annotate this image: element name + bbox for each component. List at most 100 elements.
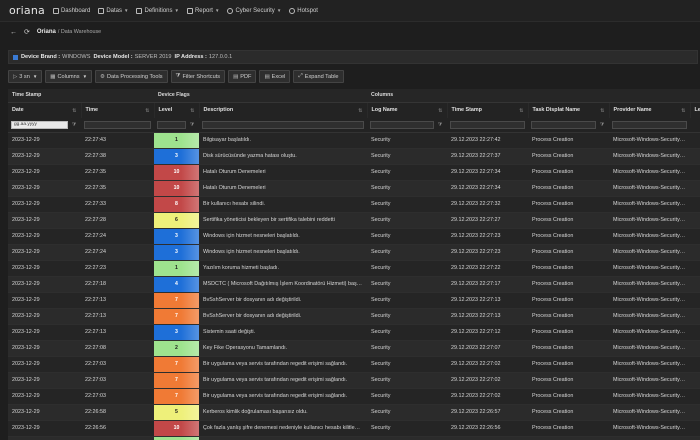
next-cell	[690, 340, 700, 357]
columns-button[interactable]: ▦ Columns ▼	[45, 70, 93, 83]
sort-icon[interactable]: ⇅	[358, 107, 363, 114]
description-cell: MSDCTC ( Microsoft Dağıtılmış İşlem Koor…	[199, 276, 367, 293]
table-row[interactable]: 2023-12-29 22:27:13 3 Sistemin saati değişt…	[8, 324, 700, 341]
table-row[interactable]: 2023-12-29 22:27:24 3 Windows için hizmet n…	[8, 244, 700, 261]
filter-icon[interactable]: ⧩	[599, 121, 605, 128]
level-filter-input[interactable]	[157, 120, 186, 129]
level-badge: 7	[154, 388, 199, 403]
processing-icon: ⚙	[100, 73, 105, 80]
date-cell: 2023-12-29	[8, 308, 81, 325]
sort-icon[interactable]: ⇅	[438, 107, 443, 114]
description-filter-input[interactable]	[202, 120, 364, 129]
table-row[interactable]: 2023-12-29 22:27:35 10 Hatalı Oturum Deneme…	[8, 164, 700, 181]
nav-item-report[interactable]: Report ▼	[186, 7, 219, 14]
table-row[interactable]: 2023-12-29 22:27:38 3 Disk sürücüsünde yazm…	[8, 148, 700, 165]
task-filter-input[interactable]	[531, 120, 596, 129]
table-row[interactable]: 2023-12-29 22:27:03 7 Bir uygulama veya ser…	[8, 356, 700, 373]
sort-icon[interactable]: ⇅	[72, 107, 77, 114]
date-cell: 2023-12-29	[8, 340, 81, 357]
task-cell: Process Creation	[528, 372, 609, 389]
header-provider-name[interactable]: Provider Name ⇅	[609, 102, 691, 118]
table-row[interactable]: 2023-12-29 22:27:23 1 Yazılım koruma hizmet…	[8, 260, 700, 277]
table-body: 2023-12-29 22:27:43 1 Bilgisayar başlatıldı…	[8, 132, 700, 440]
table-row[interactable]: 2023-12-29 22:26:58 5 Kerberos kimlik doğru…	[8, 404, 700, 421]
table-toolbar: ▷ 3 sn ▼ ▦ Columns ▼ ⚙ Data Processing T…	[8, 70, 347, 83]
table-row[interactable]: 2023-12-29 22:27:18 4 MSDCTC ( Microsoft Da…	[8, 276, 700, 293]
next-cell	[690, 404, 700, 421]
header-log-name[interactable]: Log Name ⇅	[367, 102, 448, 118]
sort-icon[interactable]: ⇅	[600, 107, 605, 114]
table-row[interactable]: 2023-12-29 22:27:13 7 BvSshServer bir dosya…	[8, 308, 700, 325]
sort-icon[interactable]: ⇅	[190, 107, 195, 114]
brand-logo[interactable]: oriana	[9, 4, 45, 17]
header-next-column[interactable]: Le	[690, 102, 700, 118]
table-row[interactable]: 2023-12-29 22:27:43 1 Bilgisayar başlatıldı…	[8, 132, 700, 149]
table-row[interactable]: 2023-12-29 22:27:24 3 Windows için hizmet n…	[8, 228, 700, 245]
device-icon	[13, 54, 18, 60]
header-date[interactable]: Date ⇅	[8, 102, 82, 118]
level-cell: 10	[154, 420, 199, 437]
table-row[interactable]: 2023-12-29 22:27:28 6 Sertifika yöneticisi …	[8, 212, 700, 229]
pdf-button[interactable]: ▤ PDF	[228, 70, 257, 83]
next-cell	[690, 196, 700, 213]
table-row[interactable]: 2023-12-29 22:27:33 8 Bir kullanıcı hesabı …	[8, 196, 700, 213]
level-badge: 1	[154, 436, 199, 440]
nav-item-datas[interactable]: Datas ▼	[98, 7, 128, 14]
date-filter-input[interactable]: gg.aa.yyyy	[11, 120, 68, 129]
expand-table-button[interactable]: ⤢ Expand Table	[293, 70, 344, 83]
table-row[interactable]: 2023-12-29 22:27:13 7 BvSshServer bir dosya…	[8, 292, 700, 309]
back-button[interactable]: ←	[10, 28, 17, 36]
nav-item-hotspot[interactable]: Hotspot	[289, 7, 318, 14]
nav-item-dashboard[interactable]: Dashboard	[52, 7, 90, 14]
refresh-interval-dropdown[interactable]: ▷ 3 sn ▼	[8, 70, 43, 83]
description-cell: Bir uygulama veya servis tarafından rege…	[199, 388, 367, 405]
table-row[interactable]: 2023-12-29 22:27:35 10 Hatalı Oturum Deneme…	[8, 180, 700, 197]
task-cell: Process Creation	[528, 404, 609, 421]
breadcrumb-title[interactable]: Oriana	[36, 29, 56, 35]
sort-icon[interactable]: ⇅	[519, 107, 524, 114]
header-task-display-name[interactable]: Task Displat Name ⇅	[528, 102, 610, 118]
log-cell: Security	[367, 436, 447, 440]
refresh-button[interactable]: ⟳	[24, 29, 30, 36]
stamp-cell: 29.12.2023 22:27:27	[447, 212, 528, 229]
time-filter-input[interactable]	[84, 120, 151, 129]
provider-filter-input[interactable]	[612, 120, 687, 129]
next-cell	[690, 324, 700, 341]
nav-item-definitions[interactable]: Definitions ▼	[136, 7, 179, 14]
header-level[interactable]: Level ⇅	[154, 102, 200, 118]
nav-item-label: Report	[194, 7, 213, 14]
filter-icon[interactable]: ⧩	[71, 121, 77, 128]
next-cell	[690, 228, 700, 245]
table-row[interactable]: 2023-12-29 22:26:56 10 Çok fazla yanlış şif…	[8, 420, 700, 437]
table-row[interactable]: 2023-12-29 22:27:03 7 Bir uygulama veya ser…	[8, 388, 700, 405]
header-time-stamp[interactable]: Time Stamp ⇅	[447, 102, 529, 118]
time-stamp-filter-input[interactable]	[450, 120, 525, 129]
table-row[interactable]: 2023-12-29 22:27:08 2 Key Fike Operasyonu T…	[8, 340, 700, 357]
log-cell: Security	[367, 388, 447, 405]
column-group-row: Time Stamp Device Flags Columns	[8, 89, 700, 103]
excel-button[interactable]: ▤ Excel	[259, 70, 291, 83]
date-cell: 2023-12-29	[8, 404, 81, 421]
nav-item-cyber-security[interactable]: Cyber Security ▼	[227, 7, 281, 14]
task-cell: Process Creation	[528, 388, 609, 405]
next-cell	[690, 132, 700, 149]
sort-icon[interactable]: ⇅	[145, 107, 150, 114]
data-table: Time Stamp Device Flags Columns Date ⇅ Ti…	[8, 89, 700, 440]
dashboard-icon	[52, 7, 59, 14]
sort-icon[interactable]: ⇅	[681, 107, 686, 114]
filter-icon[interactable]: ⧩	[189, 121, 195, 128]
header-time[interactable]: Time ⇅	[81, 102, 155, 118]
data-processing-button[interactable]: ⚙ Data Processing Tools	[95, 70, 168, 83]
header-description[interactable]: Description ⇅	[199, 102, 368, 118]
log-name-filter-input[interactable]	[370, 120, 434, 129]
table-row[interactable]: 2023-12-29 22:27:03 7 Bir uygulama veya ser…	[8, 372, 700, 389]
data-table-container[interactable]: Time Stamp Device Flags Columns Date ⇅ Ti…	[8, 89, 700, 440]
filter-shortcuts-button[interactable]: ⧩ Filter Shortcuts	[170, 70, 226, 83]
nav-item-label: Definitions	[144, 7, 173, 14]
filter-icon[interactable]: ⧩	[437, 121, 443, 128]
time-cell: 22:26:56	[81, 420, 154, 437]
task-cell: Process Creation	[528, 340, 609, 357]
date-cell: 2023-12-29	[8, 420, 81, 437]
level-badge: 10	[154, 164, 199, 179]
